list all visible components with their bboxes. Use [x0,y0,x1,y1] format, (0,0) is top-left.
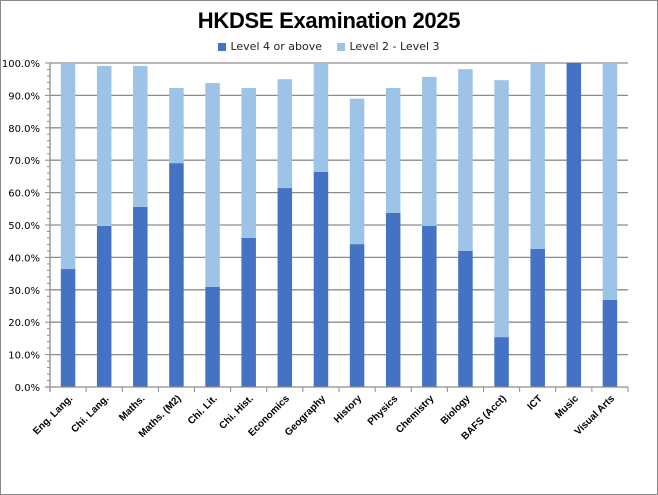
bar-level2-3 [313,63,329,172]
bar-level2-3 [349,98,365,245]
y-tick-label: 50.0% [8,221,40,232]
bar-level4 [458,250,473,387]
bar-level4 [60,269,76,387]
y-tick-label: 60.0% [8,189,40,200]
x-tick-label: Biology [439,393,473,427]
x-tick-label: ICT [526,393,545,412]
bar-level2-3 [458,69,473,251]
chart-title: HKDSE Examination 2025 [197,8,461,33]
bar-level2-3 [530,63,545,249]
bar-level2-3 [494,80,509,338]
bar-level4 [602,299,618,387]
bar-level4 [494,337,509,387]
bar-level4 [205,286,220,387]
y-tick-label: 40.0% [8,253,40,264]
x-tick-label: Eng. Lang. [31,393,75,437]
bar-level4 [241,237,256,387]
bar-level2-3 [602,63,618,300]
bar-level4 [277,188,293,387]
y-tick-label: 0.0% [15,383,40,394]
bar-level2-3 [241,87,256,238]
legend-swatch-level4 [218,42,227,51]
y-tick-label: 30.0% [8,286,40,297]
bar-level2-3 [60,63,76,270]
bar-level4 [349,244,365,387]
bar-level2-3 [96,65,112,226]
x-tick-label: Music [553,393,581,421]
bar-level4 [133,206,148,387]
bar-level4 [385,213,401,387]
bar-level4 [169,163,184,387]
y-tick-label: 100.0% [2,59,40,70]
y-tick-label: 90.0% [8,91,40,102]
bar-level4 [313,171,329,387]
x-tick-label: Physics [366,393,401,428]
bar-level2-3 [169,87,184,164]
legend-label-level4: Level 4 or above [230,40,322,53]
y-tick-label: 20.0% [8,318,40,329]
chart-legend: Level 4 or above Level 2 - Level 3 [0,40,658,54]
x-tick-label: Chemistry [394,393,437,436]
x-tick-label: History [332,393,364,425]
x-tick-label: Chi. Lit. [186,393,220,427]
bar-level4 [96,225,112,387]
y-tick-label: 10.0% [8,351,40,362]
bar-level4 [566,63,582,387]
y-tick-label: 80.0% [8,124,40,135]
bar-level4 [530,248,545,387]
x-tick-label: Chi. Lang. [69,393,111,435]
legend-swatch-level2-3 [337,42,346,51]
legend-item-level4: Level 4 or above [218,40,322,53]
bar-level2-3 [205,83,220,287]
legend-label-level2-3: Level 2 - Level 3 [349,40,440,53]
bar-level2-3 [385,87,401,214]
bar-level2-3 [277,79,293,189]
legend-item-level2-3: Level 2 - Level 3 [337,40,440,53]
bar-level2-3 [133,65,148,207]
bar-level2-3 [422,76,437,226]
bar-level4 [422,225,437,387]
x-tick-label: Maths. [117,393,147,423]
y-tick-label: 70.0% [8,156,40,167]
